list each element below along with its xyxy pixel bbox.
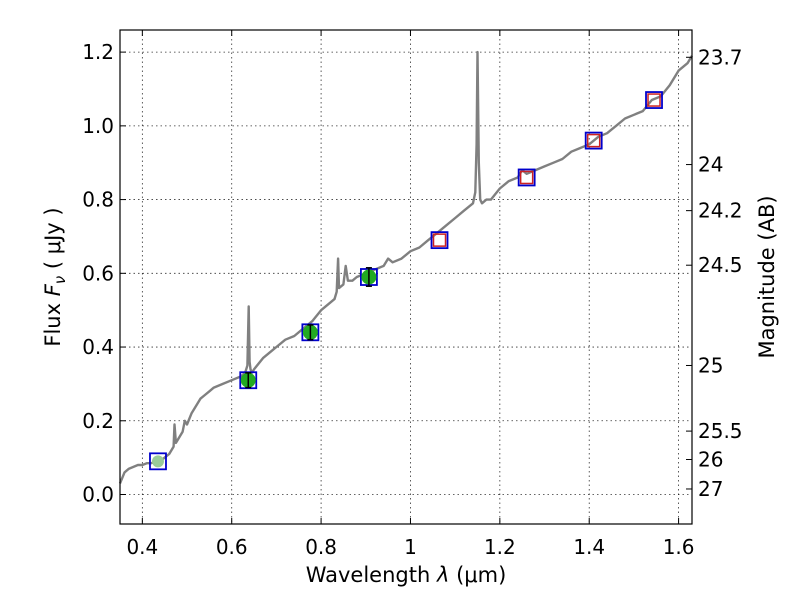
x-tick-label: 1.6 — [663, 535, 695, 559]
upper-limit-square — [432, 233, 447, 247]
x-axis-title: Wavelength λ (μm) — [306, 563, 507, 587]
synthetic-photometry-square — [645, 91, 663, 109]
right-axis: 23.7 24 24.2 24.5 25 25.5 26 27 — [686, 45, 743, 501]
right-tick-label: 25 — [698, 353, 723, 377]
model-spectrum-line — [118, 50, 694, 484]
y-tick-label: 0.2 — [82, 409, 114, 433]
x-tick-label: 0.4 — [126, 535, 158, 559]
x-axis: 0.4 0.6 0.8 1 1.2 1.4 1.6 — [126, 30, 695, 559]
x-tick-label: 0.8 — [305, 535, 337, 559]
y-axis: 0.0 0.2 0.4 0.6 0.8 1.0 1.2 — [82, 40, 126, 507]
right-axis-title: Magnitude (AB) — [755, 195, 779, 358]
right-tick-label: 24 — [698, 153, 723, 177]
y-axis-title: Flux Fν ( μJy ) — [41, 207, 69, 346]
x-tick-label: 0.6 — [216, 535, 248, 559]
markers-layer — [149, 91, 663, 471]
plot-frame — [119, 29, 693, 525]
x-tick-label: 1 — [404, 535, 417, 559]
x-tick-label: 1.2 — [484, 535, 516, 559]
upper-limit-square — [519, 170, 534, 185]
synthetic-photometry-square — [149, 452, 167, 471]
upper-limit-square — [647, 93, 661, 107]
y-tick-label: 0.0 — [82, 483, 114, 507]
right-tick-label: 23.7 — [698, 45, 743, 69]
x-tick-label: 1.4 — [573, 535, 605, 559]
upper-limit-square — [586, 133, 601, 148]
y-tick-label: 0.4 — [82, 335, 114, 359]
synthetic-photometry-square — [517, 168, 536, 187]
y-tick-label: 0.8 — [82, 188, 114, 212]
spectrum-layer — [118, 50, 694, 484]
y-tick-label: 1.0 — [82, 114, 114, 138]
y-tick-label: 1.2 — [82, 40, 114, 64]
right-tick-label: 26 — [698, 447, 723, 471]
right-tick-label: 24.5 — [698, 253, 743, 277]
synthetic-photometry-square — [430, 231, 449, 250]
right-tick-label: 27 — [698, 477, 723, 501]
grid — [120, 30, 692, 524]
synthetic-photometry-square — [584, 131, 603, 150]
faint-point — [151, 455, 164, 468]
right-tick-label: 25.5 — [698, 419, 743, 443]
y-tick-label: 0.6 — [82, 261, 114, 285]
right-tick-label: 24.2 — [698, 199, 743, 223]
